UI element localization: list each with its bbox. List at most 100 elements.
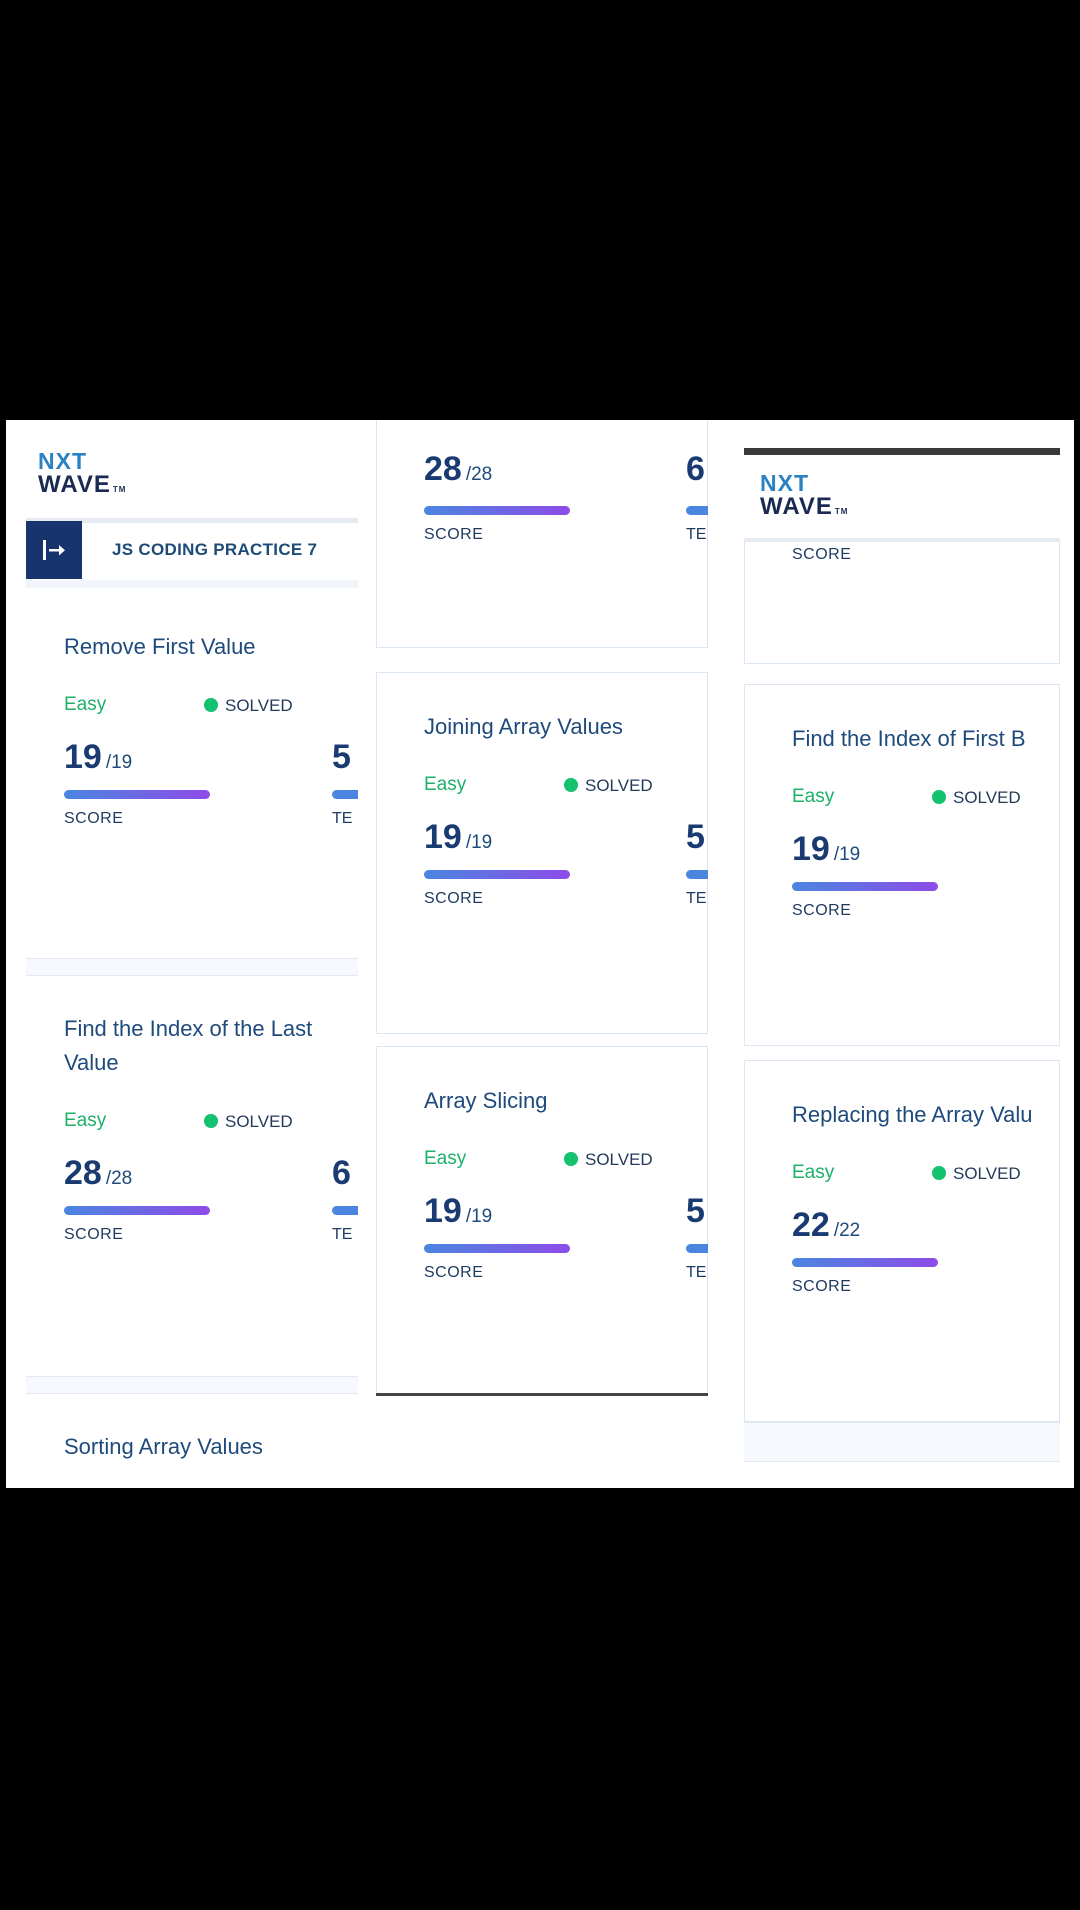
logo-tm: TM xyxy=(834,507,849,516)
logo-wave-text: WAVE xyxy=(760,493,833,520)
test-cases-value: 5 xyxy=(332,738,351,776)
logo-wave-text: WAVE xyxy=(38,471,111,498)
question-title[interactable]: Replacing the Array Valu xyxy=(792,1102,1033,1127)
test-cases-label: TE xyxy=(332,810,353,827)
header-divider xyxy=(26,518,358,523)
score-value: 28/28 xyxy=(64,1154,132,1193)
header-bottom-border xyxy=(26,580,358,588)
solved-dot-icon xyxy=(932,790,946,804)
test-cases-progress-bar xyxy=(686,870,708,879)
card-separator xyxy=(26,1376,358,1394)
score-number: 19 xyxy=(64,738,102,776)
score-max: /22 xyxy=(833,1220,861,1241)
question-title[interactable]: Find the Index of First B xyxy=(792,726,1026,751)
status-badge: SOLVED xyxy=(932,788,1021,808)
score-label: SCORE xyxy=(792,546,852,563)
solved-dot-icon xyxy=(564,778,578,792)
score-max: /19 xyxy=(465,832,493,853)
expand-sidebar-icon xyxy=(43,540,65,560)
score-progress-bar xyxy=(64,790,210,799)
card-separator xyxy=(26,958,358,976)
score-progress-bar xyxy=(792,882,938,891)
status-text: SOLVED xyxy=(953,1164,1021,1183)
logo-tm: TM xyxy=(112,485,127,494)
test-cases-label: TE: xyxy=(686,526,708,543)
question-title[interactable]: Remove First Value xyxy=(64,634,256,659)
score-number: 22 xyxy=(792,1206,830,1244)
difficulty-label: Easy xyxy=(424,774,467,795)
score-value: 28/28 xyxy=(424,450,492,489)
question-title[interactable]: Sorting Array Values xyxy=(64,1434,263,1459)
score-progress-bar xyxy=(424,1244,570,1253)
score-number: 19 xyxy=(424,1192,462,1230)
header-divider xyxy=(744,538,1060,542)
status-text: SOLVED xyxy=(585,1150,653,1169)
difficulty-label: Easy xyxy=(792,786,835,807)
nxtwave-logo: NXT WAVE TM xyxy=(38,450,126,497)
question-card-frame xyxy=(376,672,708,1034)
status-text: SOLVED xyxy=(953,788,1021,807)
score-value: 19/19 xyxy=(64,738,132,777)
status-badge: SOLVED xyxy=(204,696,293,716)
panel-bottom-edge xyxy=(376,1393,708,1396)
score-label: SCORE xyxy=(792,1278,852,1295)
sidebar-toggle-button[interactable] xyxy=(26,521,82,579)
score-number: 28 xyxy=(64,1154,102,1192)
score-label: SCORE xyxy=(424,1264,484,1281)
difficulty-label: Easy xyxy=(424,1148,467,1169)
status-badge: SOLVED xyxy=(932,1164,1021,1184)
question-title[interactable]: Array Slicing xyxy=(424,1088,548,1113)
difficulty-label: Easy xyxy=(792,1162,835,1183)
test-cases-value: 6 xyxy=(686,450,705,488)
screenshot-collage: NXT WAVE TM JS CODING PRACTICE 7 Remove F… xyxy=(6,420,1074,1488)
score-progress-bar xyxy=(64,1206,210,1215)
test-cases-progress-bar xyxy=(686,1244,708,1253)
solved-dot-icon xyxy=(204,1114,218,1128)
score-max: /19 xyxy=(833,844,861,865)
panel-right: NXT WAVE TM SCORE Find the Index of First… xyxy=(744,448,1060,1488)
question-card-frame xyxy=(744,1060,1060,1422)
question-title[interactable]: Find the Index of the Last Value xyxy=(64,1016,313,1075)
question-card-frame xyxy=(376,420,708,648)
status-badge: SOLVED xyxy=(564,776,653,796)
logo-line1: NXT xyxy=(38,448,87,474)
solved-dot-icon xyxy=(204,698,218,712)
test-cases-progress-bar xyxy=(332,1206,358,1215)
score-number: 19 xyxy=(792,830,830,868)
test-cases-progress-bar xyxy=(332,790,358,799)
status-badge: SOLVED xyxy=(204,1112,293,1132)
score-value: 19/19 xyxy=(424,818,492,857)
logo-line2: WAVE TM xyxy=(760,495,848,519)
score-max: /19 xyxy=(465,1206,493,1227)
panel-left: NXT WAVE TM JS CODING PRACTICE 7 Remove F… xyxy=(26,420,358,1488)
score-label: SCORE xyxy=(64,810,124,827)
test-cases-value: 5 xyxy=(686,1192,705,1230)
panel-top-edge xyxy=(744,448,1060,455)
score-value: 22/22 xyxy=(792,1206,860,1245)
difficulty-label: Easy xyxy=(64,694,107,715)
nxtwave-logo: NXT WAVE TM xyxy=(760,472,848,519)
logo-line1: NXT xyxy=(760,470,809,496)
score-number: 19 xyxy=(424,818,462,856)
question-title[interactable]: Joining Array Values xyxy=(424,714,623,739)
question-card-frame xyxy=(744,540,1060,664)
solved-dot-icon xyxy=(564,1152,578,1166)
status-text: SOLVED xyxy=(225,696,293,715)
question-card-frame xyxy=(376,1046,708,1396)
test-cases-value: 6 xyxy=(332,1154,351,1192)
test-cases-progress-bar xyxy=(686,506,708,515)
practice-title: JS CODING PRACTICE 7 xyxy=(112,540,318,559)
test-cases-value: 5 xyxy=(686,818,705,856)
logo-line2: WAVE TM xyxy=(38,473,126,497)
score-label: SCORE xyxy=(792,902,852,919)
solved-dot-icon xyxy=(932,1166,946,1180)
test-cases-label: TE: xyxy=(686,1264,708,1281)
score-max: /28 xyxy=(105,1168,133,1189)
score-value: 19/19 xyxy=(424,1192,492,1231)
test-cases-label: TE: xyxy=(686,890,708,907)
test-cases-label: TE xyxy=(332,1226,353,1243)
status-badge: SOLVED xyxy=(564,1150,653,1170)
status-text: SOLVED xyxy=(585,776,653,795)
card-separator xyxy=(744,1422,1060,1462)
score-progress-bar xyxy=(424,870,570,879)
